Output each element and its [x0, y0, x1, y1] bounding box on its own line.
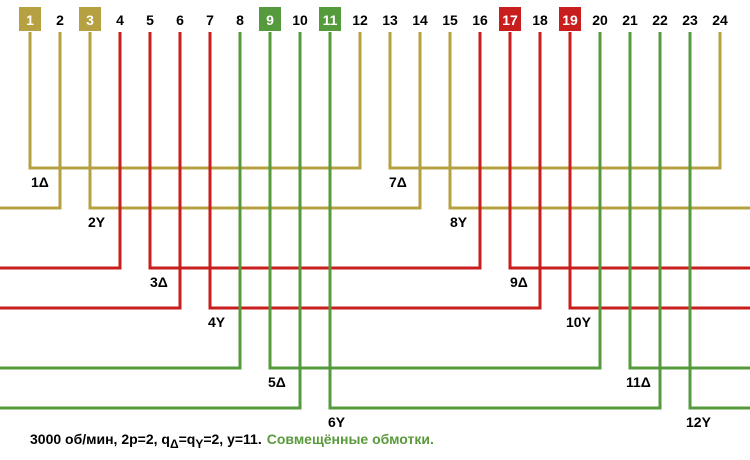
slot-number: 23 [682, 12, 698, 28]
coil-label: 6Y [328, 414, 346, 430]
coil-label: 4Y [208, 314, 226, 330]
wire [0, 32, 122, 270]
wire [388, 32, 722, 170]
slot-number: 22 [652, 12, 668, 28]
coil-label: 11Δ [626, 374, 651, 390]
wire [28, 32, 362, 170]
wire [448, 32, 750, 210]
caption-highlight: Совмещённые обмотки. [267, 431, 434, 447]
slot-number: 17 [502, 12, 518, 28]
coil-label: 5Δ [268, 374, 286, 390]
slot-number: 18 [532, 12, 548, 28]
slot-highlight [319, 7, 341, 31]
coil-label: 8Y [450, 214, 468, 230]
caption-text: =q [179, 431, 196, 447]
wire [88, 32, 422, 210]
caption-sub: Δ [170, 437, 179, 451]
slot-number: 10 [292, 12, 308, 28]
slot-number: 24 [712, 12, 728, 28]
wire [208, 32, 542, 310]
slot-number: 1 [26, 12, 34, 28]
wire [328, 32, 662, 410]
slot-number: 5 [146, 12, 154, 28]
slot-number: 12 [352, 12, 368, 28]
slot-highlight [499, 7, 521, 31]
slot-number: 15 [442, 12, 458, 28]
wire [268, 32, 602, 370]
wire [508, 32, 750, 270]
slot-number: 6 [176, 12, 184, 28]
slot-highlight [259, 7, 281, 31]
caption: 3000 об/мин, 2р=2, qΔ=qY=2, y=11. Совмещё… [30, 431, 434, 451]
wire [0, 32, 302, 410]
slot-number: 9 [266, 12, 274, 28]
slot-highlight [559, 7, 581, 31]
slot-number: 3 [86, 12, 94, 28]
slot-number: 14 [412, 12, 428, 28]
slot-highlight [79, 7, 101, 31]
wire [0, 32, 62, 210]
coil-label: 7Δ [389, 174, 407, 190]
coil-label: 1Δ [31, 174, 49, 190]
slot-number: 11 [323, 12, 338, 28]
slot-number: 4 [116, 12, 124, 28]
slot-number: 2 [56, 12, 64, 28]
slot-highlight [19, 7, 41, 31]
slot-number: 20 [592, 12, 608, 28]
slot-number: 19 [562, 12, 578, 28]
slot-number: 7 [206, 12, 214, 28]
coil-label: 2Y [88, 214, 106, 230]
wire [628, 32, 750, 370]
slot-number: 21 [622, 12, 638, 28]
coil-label: 3Δ [150, 274, 168, 290]
wire [148, 32, 482, 270]
caption-text: 3000 об/мин, 2р=2, q [30, 431, 170, 447]
slot-number: 16 [472, 12, 488, 28]
wire [0, 32, 182, 310]
coil-label: 9Δ [510, 274, 528, 290]
caption-text: =2, y=11. [203, 431, 261, 447]
caption-sub: Y [195, 437, 203, 451]
slot-number: 13 [382, 12, 398, 28]
slot-number: 8 [236, 12, 244, 28]
coil-label: 10Y [566, 314, 592, 330]
coil-label: 12Y [686, 414, 712, 430]
wire [0, 32, 242, 370]
wire [688, 32, 750, 410]
